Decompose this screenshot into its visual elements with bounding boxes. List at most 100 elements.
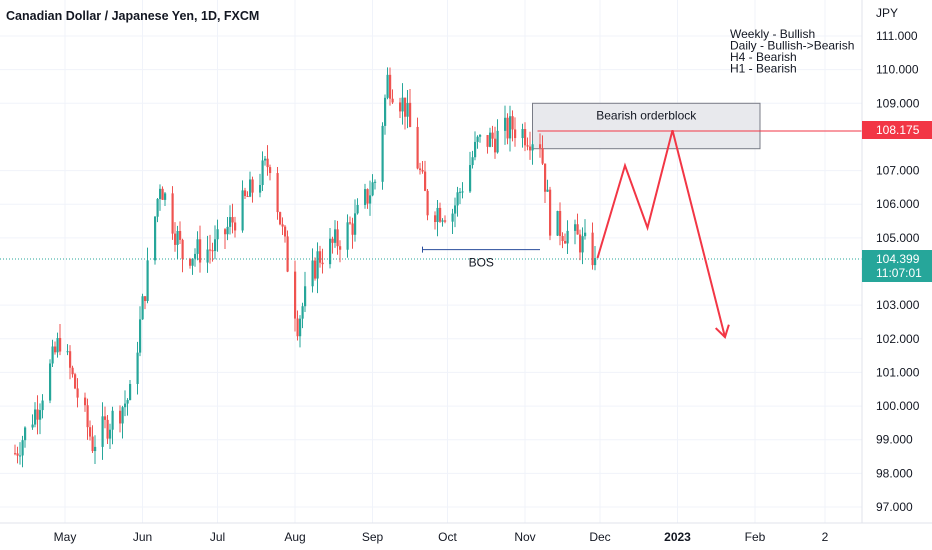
- bar-countdown: 11:07:01: [876, 266, 922, 280]
- candle-body: [469, 165, 472, 192]
- orderblock-label: Bearish orderblock: [596, 108, 697, 122]
- candle-body: [574, 224, 577, 231]
- candle: [261, 151, 264, 192]
- candle-body: [189, 258, 192, 266]
- price-projection-path: [596, 129, 726, 338]
- candle-body: [251, 179, 254, 193]
- candle: [494, 126, 497, 159]
- candle: [294, 260, 297, 332]
- candle: [241, 180, 244, 233]
- candle: [566, 220, 569, 254]
- candle-body: [284, 226, 287, 237]
- candle: [36, 395, 39, 435]
- candle-body: [94, 446, 97, 452]
- candle-body: [489, 132, 492, 147]
- candle: [334, 220, 337, 248]
- candle-body: [486, 135, 489, 147]
- price-tick-label: 97.000: [876, 500, 913, 514]
- candle-body: [49, 363, 52, 401]
- candle-body: [576, 224, 579, 235]
- candle: [579, 229, 582, 261]
- candle: [161, 186, 164, 200]
- currency-label: JPY: [876, 6, 898, 20]
- candle: [434, 211, 437, 230]
- bias-note: H4 - Bearish: [730, 50, 797, 64]
- candle-body: [426, 190, 429, 216]
- candle: [164, 192, 167, 206]
- candle: [76, 378, 79, 408]
- candle-body: [419, 168, 422, 170]
- candle-body: [349, 222, 352, 224]
- candle: [39, 403, 42, 435]
- orderblock-level-value: 108.175: [876, 123, 920, 137]
- candle-body: [321, 262, 324, 265]
- candle-body: [354, 213, 357, 235]
- candle: [544, 163, 547, 204]
- price-tick-label: 102.000: [876, 332, 920, 346]
- candle-body: [14, 453, 17, 455]
- candle: [476, 135, 479, 149]
- candle: [509, 105, 512, 152]
- candle: [276, 166, 279, 220]
- candle: [331, 236, 334, 254]
- time-axis-panel: [0, 523, 932, 550]
- candle: [511, 110, 514, 142]
- candle-body: [139, 319, 142, 353]
- candle: [436, 199, 439, 237]
- time-tick-label: Jul: [210, 530, 225, 544]
- candle-body: [36, 409, 39, 420]
- candle-body: [21, 440, 24, 456]
- candle-body: [101, 416, 104, 447]
- candle-body: [181, 239, 184, 259]
- candle-body: [34, 409, 37, 425]
- candle: [21, 435, 24, 468]
- bos-label: BOS: [469, 256, 494, 270]
- price-tick-label: 99.000: [876, 433, 913, 447]
- candle: [86, 398, 89, 440]
- candle: [421, 160, 424, 174]
- candle: [539, 133, 542, 158]
- candle-body: [511, 116, 514, 130]
- candle-body: [281, 224, 284, 227]
- candle: [459, 188, 462, 205]
- candle: [391, 89, 394, 104]
- candle: [329, 228, 332, 269]
- candle: [71, 365, 74, 378]
- candle: [424, 160, 427, 192]
- candle: [106, 414, 109, 445]
- candle-body: [104, 416, 107, 420]
- candle-body: [89, 427, 92, 437]
- candle: [356, 198, 359, 215]
- candle-body: [471, 157, 474, 166]
- candle-body: [259, 185, 262, 193]
- candle-body: [206, 249, 209, 263]
- candle-body: [531, 144, 534, 151]
- last-price-tag-bg: [862, 250, 932, 282]
- candle-body: [544, 163, 547, 192]
- candle: [189, 257, 192, 269]
- candle-body: [456, 192, 459, 206]
- candle: [119, 405, 122, 433]
- candle: [179, 221, 182, 244]
- candle: [41, 394, 44, 419]
- time-tick-label: Nov: [514, 530, 535, 544]
- candle: [156, 197, 159, 223]
- candle-body: [404, 97, 407, 117]
- bias-note: H1 - Bearish: [730, 62, 797, 76]
- candle: [176, 225, 179, 259]
- candle: [286, 230, 289, 273]
- candle: [24, 426, 27, 448]
- candle: [31, 414, 34, 430]
- candle-body: [86, 405, 89, 428]
- candle-body: [566, 230, 569, 244]
- candle-body: [591, 232, 594, 266]
- candle: [266, 145, 269, 176]
- candle-body: [54, 346, 57, 353]
- price-tick-label: 106.000: [876, 197, 920, 211]
- time-tick-label: 2: [822, 530, 829, 544]
- candle-body: [191, 258, 194, 266]
- candle-body: [111, 410, 114, 430]
- candle: [576, 213, 579, 235]
- candle: [346, 214, 349, 258]
